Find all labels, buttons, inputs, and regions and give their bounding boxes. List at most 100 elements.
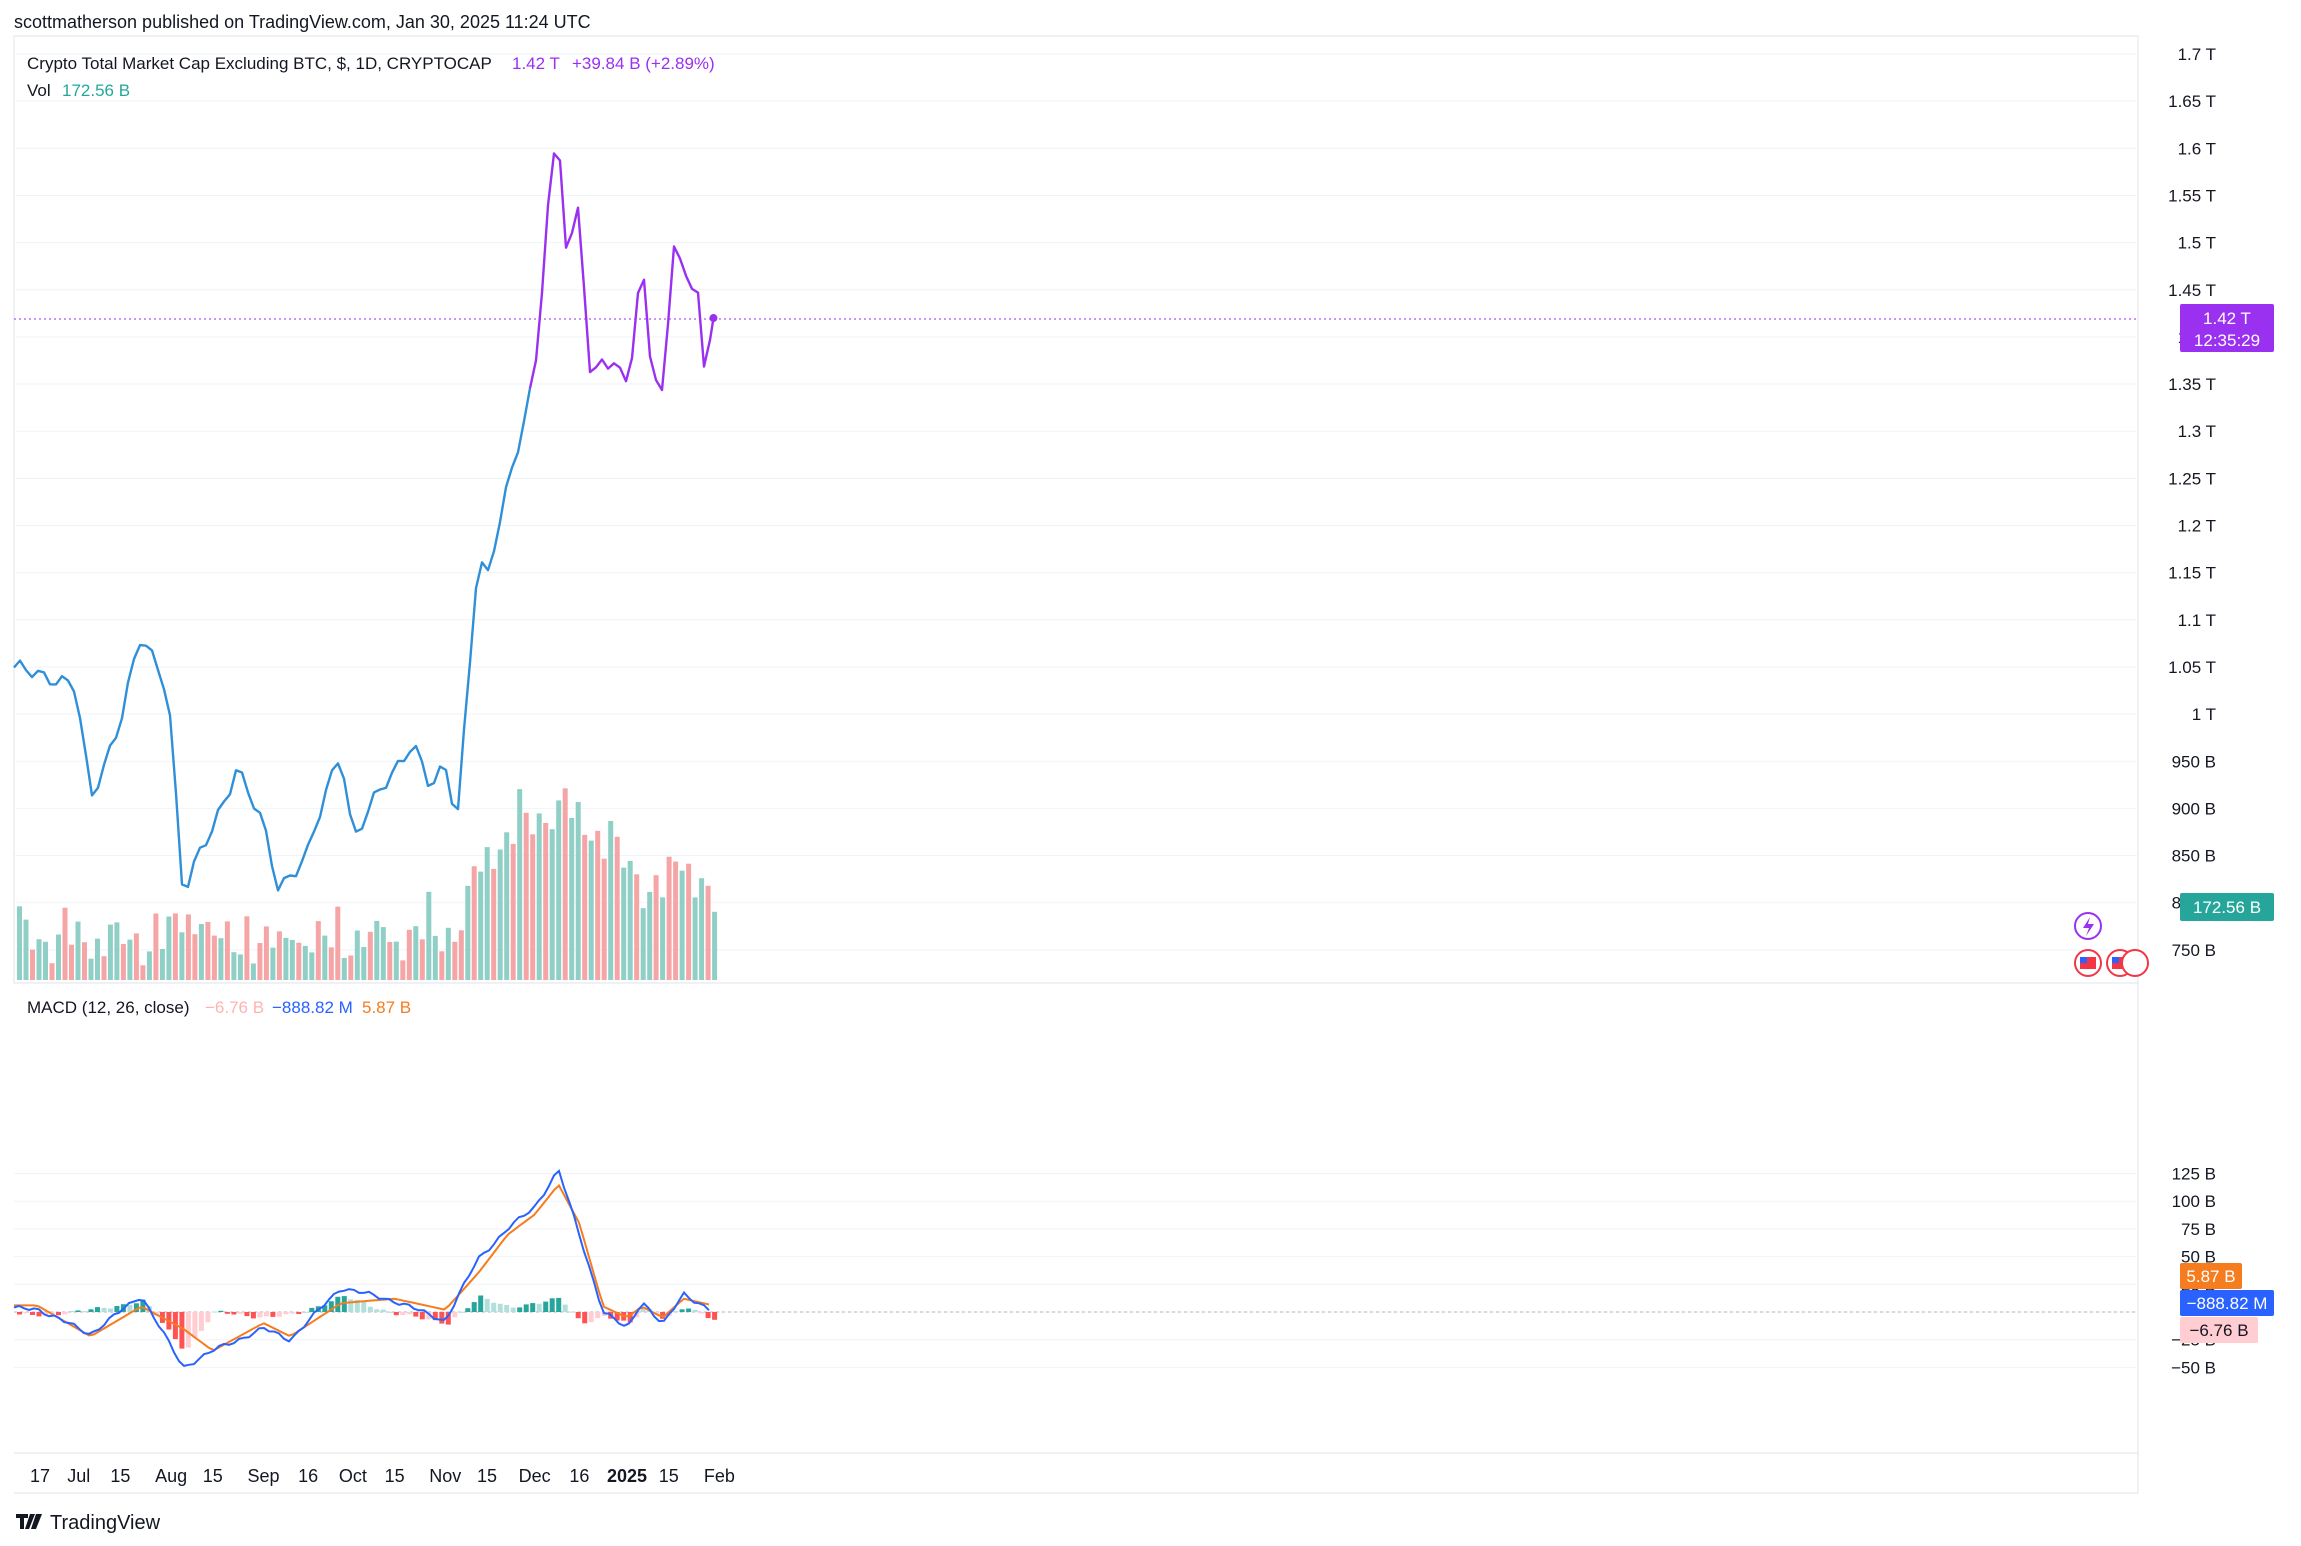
- macd-hist-bar: [244, 1312, 250, 1317]
- macd-hist-bar: [556, 1297, 562, 1312]
- volume-bar: [445, 927, 451, 980]
- legend-last-value: 1.42 T: [512, 54, 560, 73]
- macd-hist-bar: [133, 1303, 139, 1312]
- legend-change: +39.84 B (+2.89%): [572, 54, 715, 73]
- volume-bar: [17, 906, 22, 980]
- volume-bar: [88, 958, 94, 980]
- price-tick-label: 1.65 T: [2168, 92, 2216, 111]
- volume-bar: [419, 939, 425, 980]
- price-line-blue: [13, 387, 532, 892]
- date-tick-label: Sep: [247, 1466, 279, 1486]
- price-badge: 1.42 T 12:35:29: [2180, 304, 2274, 352]
- macd-hist-bar: [205, 1312, 211, 1323]
- macd-hist-bar: [530, 1303, 536, 1312]
- volume-bar: [556, 800, 562, 980]
- macd-hist-bar: [88, 1309, 94, 1312]
- pane-borders: [13, 35, 2139, 1494]
- macd-hist-bar: [705, 1312, 711, 1319]
- macd-hist-bar: [224, 1312, 230, 1314]
- macd-hist-bar: [211, 1311, 217, 1313]
- volume-bar: [172, 913, 178, 980]
- us-flag-event-icon-3[interactable]: [2121, 949, 2149, 977]
- date-tick-label: Nov: [429, 1466, 461, 1486]
- macd-hist-bar: [367, 1306, 373, 1312]
- macd-hist-bar: [302, 1311, 308, 1313]
- macd-hist-bar: [192, 1312, 198, 1338]
- volume-bar: [192, 934, 198, 980]
- date-tick-label: 15: [203, 1466, 223, 1486]
- macd-hist-bar: [95, 1307, 100, 1312]
- volume-bar: [673, 861, 679, 980]
- macd-hist-bar: [62, 1312, 68, 1315]
- price-badge-countdown: 12:35:29: [2194, 331, 2260, 350]
- tradingview-logo[interactable]: TradingView: [16, 1512, 161, 1534]
- tradingview-logo-icon: [16, 1514, 42, 1529]
- volume-bar: [62, 907, 68, 980]
- tradingview-brand: TradingView: [50, 1512, 161, 1534]
- volume-bar: [575, 802, 581, 980]
- volume-bar: [328, 947, 334, 980]
- macd-hist-bar: [510, 1307, 516, 1312]
- volume-bar: [95, 938, 100, 980]
- volume-bar: [120, 944, 126, 980]
- macd-hist-bar: [692, 1309, 698, 1312]
- date-tick-label: 16: [569, 1466, 589, 1486]
- volume-bar: [140, 965, 146, 980]
- volume-bar: [588, 840, 594, 980]
- macd-hist-bar: [348, 1299, 354, 1312]
- price-tick-label: 1.3 T: [2178, 422, 2216, 441]
- macd-hist-bar: [686, 1308, 692, 1312]
- volume-bar: [276, 931, 282, 980]
- macd-hist-bar: [575, 1312, 581, 1319]
- volume-badge: 172.56 B: [2180, 893, 2274, 921]
- macd-hist-bar: [523, 1304, 529, 1312]
- macd-hist-bar: [322, 1305, 328, 1312]
- volume-bar: [341, 958, 347, 980]
- volume-bar: [231, 952, 237, 980]
- macd-line-value: −888.82 M: [272, 998, 353, 1017]
- macd-hist-bar: [452, 1312, 458, 1318]
- signal-badge-value: 5.87 B: [2186, 1267, 2235, 1286]
- volume-bar: [205, 921, 211, 980]
- macd-hist-bar: [517, 1307, 523, 1312]
- macd-hist-value: −6.76 B: [205, 998, 264, 1017]
- macd-line: [13, 1169, 710, 1367]
- price-tick-label: 1.6 T: [2178, 139, 2216, 158]
- volume-bar: [692, 897, 698, 980]
- price-legend: Crypto Total Market Cap Excluding BTC, $…: [27, 54, 715, 100]
- macd-hist-bar: [198, 1312, 204, 1331]
- price-line: [13, 152, 718, 892]
- volume-bar: [686, 863, 692, 980]
- macd-hist-bar: [614, 1312, 620, 1321]
- last-price-dot: [709, 314, 718, 323]
- volume-bar: [133, 933, 139, 980]
- volume-bar: [283, 937, 289, 980]
- volume-bar: [406, 929, 412, 980]
- volume-bar: [679, 870, 685, 980]
- macd-hist-bar: [569, 1311, 575, 1313]
- macd-hist-bar: [393, 1312, 399, 1316]
- macd-hist-bar: [419, 1312, 425, 1320]
- volume-bar: [146, 951, 152, 980]
- volume-bar: [504, 832, 510, 980]
- volume-bar: [549, 829, 555, 980]
- volume-bar: [127, 939, 133, 980]
- macd-hist-bar: [185, 1312, 191, 1348]
- volume-bar: [218, 938, 224, 980]
- event-icons[interactable]: [2074, 912, 2149, 977]
- volume-bar: [179, 932, 185, 980]
- volume-bar: [296, 942, 302, 980]
- volume-bar: [354, 930, 360, 980]
- macd-hist-bar: [101, 1307, 107, 1312]
- volume-bar: [569, 818, 575, 980]
- date-tick-label: 15: [110, 1466, 130, 1486]
- macd-hist-bar: [69, 1311, 74, 1312]
- volume-bar: [322, 935, 328, 980]
- volume-bar: [510, 843, 516, 980]
- macd-hist-bar: [36, 1312, 42, 1317]
- macd-hist-bar: [283, 1312, 289, 1315]
- volume-bar: [335, 906, 341, 980]
- hist-badge-value: −6.76 B: [2189, 1321, 2248, 1340]
- volume-bar: [614, 836, 620, 980]
- volume-bar: [484, 847, 490, 980]
